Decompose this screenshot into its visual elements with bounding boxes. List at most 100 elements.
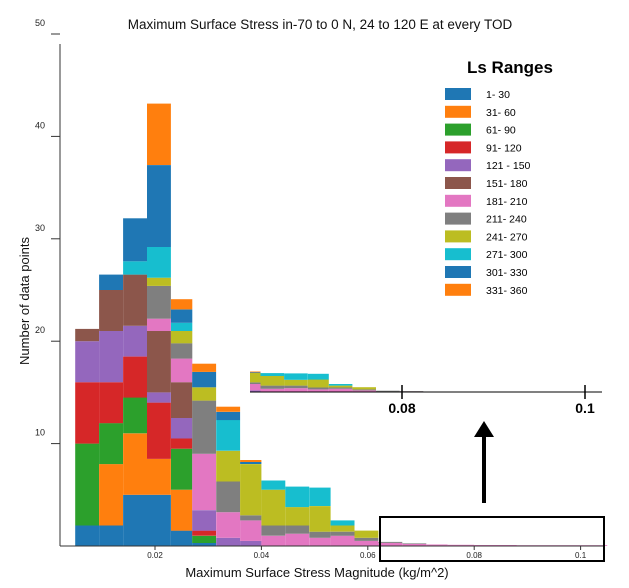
- bar-segment-bin4-301-330: [171, 309, 193, 323]
- bar-segment-bin5-1-30: [192, 542, 217, 546]
- y-axis-label: Number of data points: [17, 237, 32, 365]
- bar-segment-bin0-121-150: [75, 341, 100, 383]
- inset-bar-segment-bin10: [307, 373, 329, 380]
- y-tick-label-20: 20: [35, 325, 45, 335]
- legend-swatch-10: [445, 248, 471, 261]
- legend-label-8: 211- 240: [486, 214, 527, 226]
- bar-segment-bin3-211-240: [147, 285, 171, 319]
- bar-segment-bin4-61-90: [171, 448, 193, 490]
- bar-segment-bin4-121-150: [171, 418, 193, 439]
- inset-bar-segment-bin7: [250, 372, 261, 373]
- bar-segment-bin3-331-360: [147, 103, 171, 165]
- bar-segment-bin1-61-90: [99, 423, 123, 465]
- inset-bar-segment-bin9: [284, 373, 308, 380]
- inset-tick-label-0.08: 0.08: [388, 400, 415, 416]
- inset-bar-segment-bin8: [260, 373, 285, 376]
- bar-segment-bin6-121-150: [216, 537, 241, 546]
- legend-label-11: 301- 330: [486, 267, 528, 279]
- inset-tick-label-0.1: 0.1: [575, 400, 595, 416]
- zoom-region-box: [379, 516, 605, 562]
- legend-label-3: 61- 90: [486, 125, 516, 137]
- inset-bar-segment-bin12: [352, 389, 376, 391]
- bar-segment-bin2-91-120: [123, 356, 147, 398]
- legend-swatch-11: [445, 266, 471, 278]
- inset-bar-segment-bin10: [307, 379, 329, 388]
- bar-segment-bin1-121-150: [99, 331, 123, 383]
- bar-segment-bin1-151-180: [99, 290, 123, 331]
- legend-swatch-7: [445, 194, 471, 207]
- x-tick-label-0.04: 0.04: [254, 551, 270, 560]
- bar-segment-bin2-151-180: [123, 274, 147, 326]
- y-tick-label-10: 10: [35, 428, 45, 438]
- inset-bar-segment-bin8: [260, 385, 285, 389]
- bar-segment-bin9-181-210: [285, 533, 310, 546]
- inset-bar-segment-bin8: [260, 388, 285, 392]
- bar-segment-bin7-121-150: [240, 540, 262, 546]
- bar-segment-bin3-91-120: [147, 402, 171, 459]
- bar-segment-bin1-91-120: [99, 382, 123, 424]
- legend-label-2: 31- 60: [486, 107, 516, 119]
- legend-label-6: 151- 180: [486, 178, 528, 190]
- bar-segment-bin8-241-270: [261, 489, 286, 526]
- bar-segment-bin11-211-240: [330, 531, 355, 536]
- legend-swatch-12: [445, 283, 471, 296]
- bar-segment-bin6-181-210: [216, 512, 241, 538]
- legend-label-9: 241- 270: [486, 231, 528, 243]
- bar-segment-bin2-301-330: [123, 218, 147, 262]
- inset-bar-segment-bin9: [284, 388, 308, 392]
- x-tick-label-0.1: 0.1: [575, 551, 587, 560]
- legend-label-4: 91- 120: [486, 142, 522, 154]
- bar-segment-bin3-151-180: [147, 331, 171, 393]
- legend-swatch-1: [445, 88, 471, 100]
- bar-segment-bin12-181-210: [354, 540, 379, 546]
- inset-bar-segment-bin10: [307, 387, 329, 390]
- inset-bar-segment-bin7: [250, 382, 261, 384]
- bars-layer: [75, 103, 608, 546]
- chart-title: Maximum Surface Stress in-70 to 0 N, 24 …: [128, 17, 513, 32]
- bar-segment-bin4-271-300: [171, 322, 193, 331]
- inset-bar-segment-bin10: [307, 389, 329, 392]
- x-tick-label-0.06: 0.06: [360, 551, 376, 560]
- bar-segment-bin7-211-240: [240, 515, 262, 521]
- legend-label-7: 181- 210: [486, 196, 528, 208]
- bar-segment-bin7-331-360: [240, 460, 262, 462]
- bar-segment-bin10-181-210: [309, 537, 331, 546]
- bar-segment-bin13-211-240: [378, 541, 403, 543]
- bar-segment-bin12-211-240: [354, 537, 379, 541]
- legend-label-1: 1- 30: [486, 89, 510, 101]
- bar-segment-bin6-271-300: [216, 420, 241, 451]
- legend-swatch-9: [445, 230, 471, 243]
- inset-bar-segment-bin11: [328, 384, 353, 386]
- bar-segment-bin4-241-270: [171, 331, 193, 344]
- zoom-inset: 0.08 0.1: [250, 371, 602, 416]
- inset-bar-segment-bin7: [250, 390, 261, 392]
- bar-segment-bin8-181-210: [261, 535, 286, 546]
- legend-swatch-8: [445, 212, 471, 225]
- bar-segment-bin0-1-30: [75, 525, 100, 546]
- bar-segment-bin5-61-90: [192, 535, 217, 543]
- bar-segment-bin1-31-60: [99, 464, 123, 526]
- bar-segment-bin9-211-240: [285, 525, 310, 534]
- x-ticks: 0.02 0.04 0.06 0.08 0.1: [147, 546, 587, 560]
- bar-segment-bin10-211-240: [309, 531, 331, 538]
- bar-segment-bin6-211-240: [216, 481, 241, 513]
- legend-swatch-5: [445, 159, 471, 172]
- bar-segment-bin5-331-360: [192, 363, 217, 372]
- inset-bar-segment-bin9: [284, 385, 308, 389]
- bar-segment-bin4-181-210: [171, 358, 193, 383]
- bar-segment-bin7-301-330: [240, 462, 262, 464]
- bar-segment-bin5-181-210: [192, 453, 217, 511]
- legend-swatch-3: [445, 123, 471, 136]
- inset-bar-segment-bin9: [284, 379, 308, 386]
- bar-segment-bin4-31-60: [171, 489, 193, 531]
- bar-segment-bin13-181-210: [378, 542, 403, 546]
- legend-swatch-4: [445, 141, 471, 154]
- y-ticks: 10 20 30 40 50: [35, 18, 60, 445]
- bar-segment-bin0-91-120: [75, 382, 100, 444]
- inset-bar-segment-bin13: [376, 390, 400, 392]
- bar-segment-bin9-271-300: [285, 486, 310, 508]
- bar-segment-bin14-181-210: [402, 544, 427, 546]
- legend-swatch-6: [445, 177, 471, 189]
- bar-segment-bin4-211-240: [171, 343, 193, 359]
